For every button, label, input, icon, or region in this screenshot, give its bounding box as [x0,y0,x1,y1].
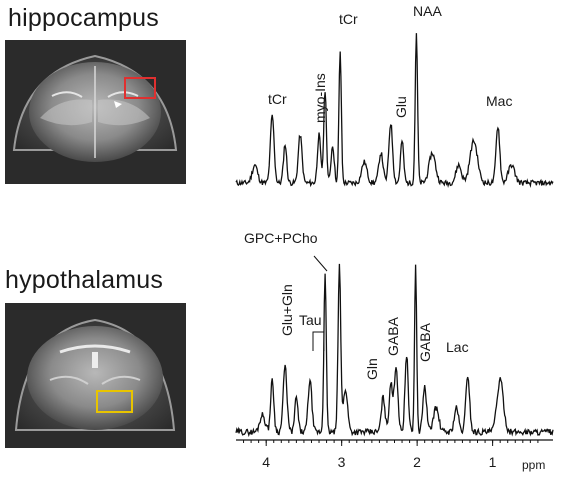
x-tick-label: 3 [338,454,346,470]
x-tick-label: 4 [262,454,270,470]
peak-label-tcr: tCr [339,11,358,27]
bracket-tau [312,331,325,351]
peak-label-mac: Mac [486,93,512,109]
peak-label-gaba: GABA [417,322,433,362]
peak-label-glu-gln: Glu+Gln [279,284,295,336]
peak-label-tcr: tCr [268,91,287,107]
panel-title-hippocampus: hippocampus [8,4,159,32]
panel-title-hypothalamus: hypothalamus [5,266,164,294]
spectrum-line-hypothalamus [235,263,554,438]
mri-image-hypothalamus [5,303,186,448]
x-tick-label: 2 [413,454,421,470]
peak-label-gln: Gln [364,358,380,380]
peak-label-naa: NAA [413,3,442,19]
peak-label-gpc-pcho: GPC+PCho [244,230,318,246]
x-tick-label: 1 [489,454,497,470]
x-axis-label: ppm [522,458,545,472]
roi-box-hypothalamus [96,390,133,413]
peak-label-glu: Glu [393,96,409,118]
peak-label-myo-ins: myo-Ins [312,73,328,123]
mri-image-hippocampus [5,40,186,184]
peak-label-gaba: GABA [385,316,401,356]
roi-box-hippocampus [124,77,156,99]
spectrum-line-hippocampus [235,33,554,188]
x-axis-ticks: 4 3 2 1 [243,440,539,470]
peak-label-tau: Tau [299,312,322,328]
leader-line-gpc-pcho [313,255,328,272]
peak-label-lac: Lac [446,339,469,355]
